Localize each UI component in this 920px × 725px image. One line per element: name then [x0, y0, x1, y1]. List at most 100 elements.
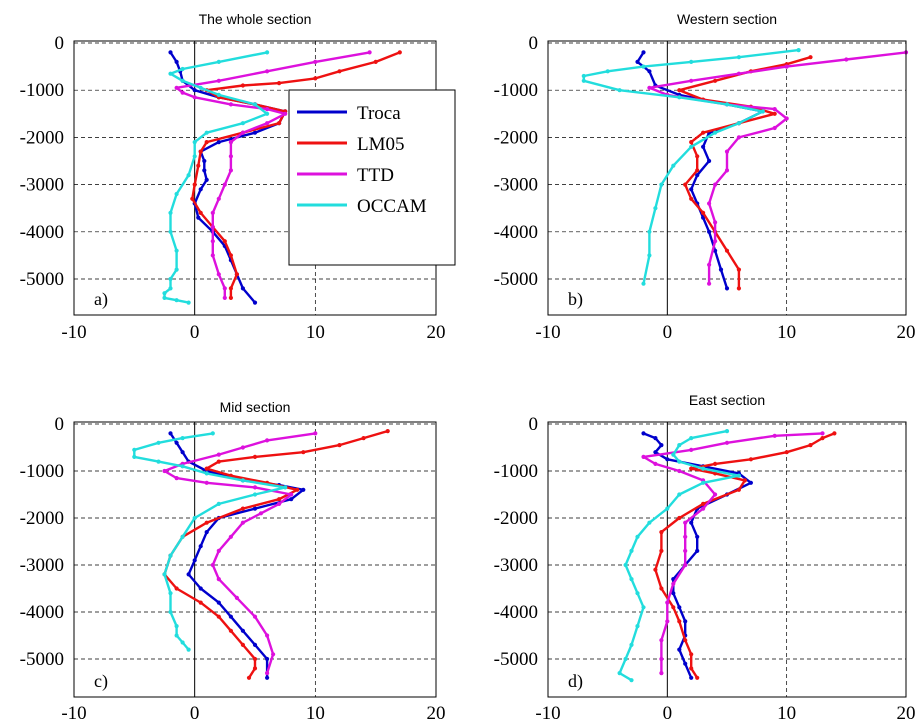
data-point-ttd — [707, 262, 712, 267]
legend-box — [288, 89, 456, 266]
series-line-occam — [618, 429, 741, 682]
data-point-ttd — [683, 562, 688, 568]
data-point-lm05 — [736, 487, 742, 492]
data-point-ttd — [265, 121, 270, 126]
data-point-ttd — [222, 182, 227, 187]
y-tick-label: -5000 — [494, 649, 538, 670]
data-point-occam — [736, 473, 742, 478]
y-tick-label: -1000 — [20, 461, 64, 482]
data-point-lm05 — [659, 548, 664, 554]
data-point-occam — [653, 206, 658, 211]
data-point-lm05 — [671, 605, 676, 610]
data-point-occam — [240, 478, 245, 483]
data-point-troca — [228, 614, 233, 619]
data-point-occam — [659, 182, 664, 187]
data-point-ttd — [265, 671, 270, 676]
data-point-occam — [162, 295, 167, 300]
data-point-ttd — [653, 461, 658, 466]
data-point-ttd — [659, 638, 664, 643]
data-point-occam — [617, 88, 622, 93]
data-point-ttd — [707, 201, 712, 206]
data-point-occam — [647, 253, 652, 258]
data-point-occam — [174, 298, 179, 303]
data-point-ttd — [736, 135, 742, 140]
data-point-troca — [707, 158, 712, 164]
data-point-ttd — [210, 210, 215, 215]
data-point-occam — [689, 144, 694, 149]
data-point-occam — [635, 624, 640, 629]
data-point-occam — [162, 291, 167, 296]
data-point-lm05 — [198, 600, 203, 605]
x-tick-label: -10 — [535, 322, 560, 343]
data-point-ttd — [289, 492, 294, 497]
data-point-ttd — [683, 548, 688, 554]
data-point-lm05 — [701, 130, 706, 135]
series-line-occam — [133, 432, 287, 651]
data-point-lm05 — [748, 457, 754, 462]
data-point-lm05 — [240, 506, 245, 511]
data-point-lm05 — [216, 614, 221, 619]
y-tick-label: -5000 — [20, 269, 64, 290]
legend-label: Troca — [357, 103, 401, 124]
data-point-troca — [641, 431, 646, 436]
data-point-troca — [707, 229, 712, 234]
data-point-ttd — [252, 614, 258, 619]
data-point-troca — [216, 140, 221, 145]
data-point-occam — [192, 140, 197, 145]
x-tick-label: 0 — [190, 322, 200, 343]
data-point-ttd — [216, 548, 221, 554]
data-point-ttd — [683, 520, 688, 525]
data-point-lm05 — [736, 286, 742, 291]
data-point-troca — [204, 177, 209, 182]
data-point-occam — [629, 577, 634, 582]
x-tick-label: -10 — [61, 322, 86, 343]
y-tick-label: -2000 — [494, 127, 538, 148]
data-point-occam — [677, 95, 682, 100]
y-tick-label: -2000 — [20, 508, 64, 529]
data-point-lm05 — [373, 59, 378, 64]
data-point-lm05 — [683, 638, 688, 643]
y-tick-label: 0 — [529, 33, 539, 54]
data-point-occam — [168, 229, 173, 234]
data-point-occam — [174, 267, 179, 272]
data-point-lm05 — [695, 675, 700, 680]
data-point-occam — [635, 534, 640, 539]
data-point-occam — [180, 78, 185, 83]
data-point-ttd — [713, 239, 718, 244]
data-point-troca — [252, 130, 258, 135]
data-point-ttd — [277, 501, 282, 506]
data-point-troca — [683, 661, 688, 666]
data-point-occam — [168, 609, 173, 615]
x-tick-label: -10 — [61, 703, 86, 724]
y-tick-label: -1000 — [20, 80, 64, 101]
legend-label: TTD — [357, 165, 394, 186]
panel-c: 0 -1000 -2000 -3000 -4000 -5000 -10 0 10 20 Mid se… — [20, 399, 446, 724]
data-point-lm05 — [689, 466, 694, 471]
x-tick-label: 20 — [897, 322, 916, 343]
data-point-ttd — [174, 476, 179, 481]
data-point-occam — [156, 459, 161, 464]
data-point-occam — [665, 506, 670, 511]
data-point-lm05 — [337, 443, 342, 448]
data-point-lm05 — [784, 450, 789, 455]
data-point-occam — [736, 55, 742, 60]
series-line-ttd — [648, 51, 908, 285]
data-point-occam — [180, 66, 185, 72]
data-point-occam — [204, 471, 209, 476]
data-point-lm05 — [695, 154, 700, 159]
data-point-troca — [647, 69, 652, 74]
data-point-ttd — [265, 633, 270, 638]
data-point-ttd — [683, 534, 688, 539]
data-point-ttd — [234, 595, 239, 601]
axes-frame — [547, 421, 907, 698]
series-line-ttd — [642, 432, 824, 675]
data-point-lm05 — [252, 656, 258, 662]
data-point-occam — [156, 440, 161, 445]
data-point-troca — [192, 88, 197, 93]
axes-frame — [547, 40, 907, 316]
series-line-occam — [582, 48, 800, 285]
data-point-lm05 — [192, 182, 197, 187]
data-point-troca — [659, 443, 664, 448]
data-point-occam — [198, 85, 203, 90]
